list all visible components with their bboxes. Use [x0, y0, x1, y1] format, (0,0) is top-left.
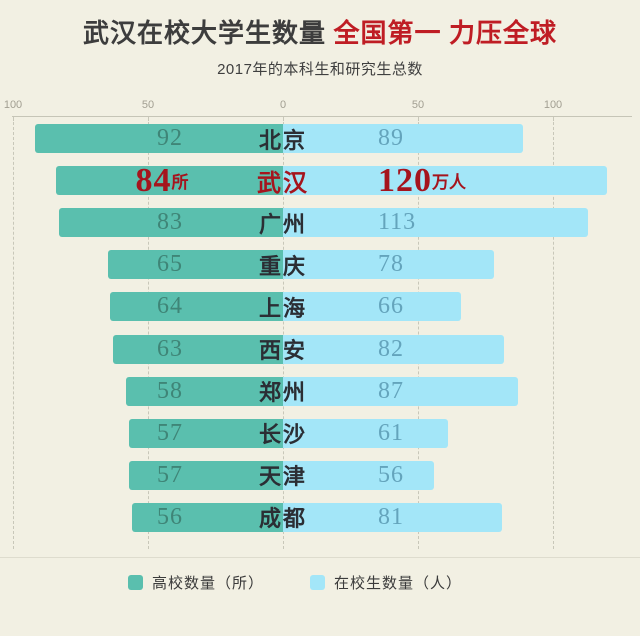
axis-tick-label: 100	[543, 99, 563, 111]
gridline	[553, 117, 554, 549]
city-label: 武汉	[257, 171, 309, 198]
students-bar	[283, 250, 494, 280]
universities-value: 64	[157, 293, 183, 320]
universities-bar	[126, 376, 283, 406]
legend-item: 高校数量（所）	[128, 571, 264, 593]
city-label: 重庆	[258, 253, 308, 279]
bar-row: 92 北京 89	[0, 124, 640, 153]
bar-row: 65 重庆 78	[0, 250, 640, 280]
students-bar	[283, 292, 462, 322]
city-label: 上海	[258, 295, 308, 321]
axis-tick-label: 50	[141, 99, 155, 111]
universities-value: 57	[157, 461, 183, 488]
axis-line	[12, 116, 632, 117]
universities-bar	[129, 460, 283, 490]
universities-bar	[34, 124, 283, 153]
bar-row: 63 西安 82	[0, 334, 640, 364]
legend-item: 在校生数量（人）	[310, 571, 462, 593]
bar-row: 57 长沙 61	[0, 418, 640, 448]
axis-tick-label: 50	[411, 99, 425, 111]
students-value: 81	[378, 503, 404, 530]
bar-row: 84 所 武汉 120 万人	[0, 162, 640, 199]
students-bar	[283, 502, 502, 532]
students-bar	[283, 418, 448, 448]
bar-row: 56 成都 81	[0, 502, 640, 532]
students-value: 56	[378, 461, 404, 488]
chart-subtitle: 2017年的本科生和研究生总数	[217, 61, 423, 78]
students-bar	[283, 376, 518, 406]
students-value: 87	[378, 377, 404, 404]
universities-value: 92	[157, 125, 183, 151]
page-title: 武汉在校大学生数量 全国第一 力压全球	[0, 16, 640, 52]
students-bar	[283, 208, 589, 238]
city-label: 广州	[258, 211, 308, 237]
title-main: 武汉在校大学生数量	[82, 19, 326, 48]
universities-unit: 所	[171, 173, 189, 193]
students-value: 82	[378, 335, 404, 362]
gridline	[283, 117, 284, 549]
students-value: 78	[378, 251, 404, 278]
gridline	[418, 117, 419, 549]
universities-bar	[131, 502, 283, 532]
students-value: 113	[378, 209, 417, 236]
city-label: 西安	[258, 338, 308, 363]
universities-bar	[56, 166, 283, 196]
universities-value: 56	[157, 503, 183, 530]
students-value: 120 万人	[378, 162, 466, 199]
universities-bar	[110, 292, 283, 322]
universities-value: 63	[157, 335, 183, 362]
universities-bar	[58, 208, 283, 238]
title-highlight: 全国第一 力压全球	[333, 19, 558, 48]
students-bar	[283, 124, 524, 153]
students-value: 61	[378, 419, 404, 446]
highlight-universities-number: 84	[135, 161, 172, 199]
bar-row: 64 上海 66	[0, 292, 640, 322]
legend-divider	[0, 557, 640, 558]
students-value: 89	[378, 125, 404, 151]
gridline	[148, 117, 149, 549]
universities-value: 83	[157, 209, 183, 236]
highlight-students-number: 120	[378, 161, 432, 199]
universities-value: 57	[157, 419, 183, 446]
axis-tick-label: 100	[3, 99, 23, 111]
students-bar	[283, 166, 607, 196]
city-label: 天津	[258, 464, 308, 490]
legend-swatch	[310, 574, 325, 590]
legend-swatch	[128, 574, 143, 590]
gridline	[13, 117, 14, 549]
students-bar	[283, 460, 435, 490]
city-label: 成都	[258, 506, 308, 532]
city-label: 郑州	[258, 380, 308, 406]
students-unit: 万人	[432, 173, 466, 193]
universities-value: 65	[157, 251, 183, 278]
bar-row: 58 郑州 87	[0, 376, 640, 406]
city-label: 北京	[258, 127, 308, 153]
universities-bar	[112, 334, 283, 364]
legend-label: 在校生数量（人）	[334, 574, 463, 592]
city-label: 长沙	[258, 422, 308, 448]
universities-value: 84 所	[136, 162, 189, 199]
universities-bar	[107, 250, 283, 280]
universities-bar	[129, 418, 283, 448]
bar-row: 83 广州 113	[0, 208, 640, 238]
universities-value: 58	[157, 377, 183, 404]
bar-row: 57 天津 56	[0, 460, 640, 490]
axis-tick-label: 0	[279, 99, 287, 111]
legend-label: 高校数量（所）	[152, 574, 265, 592]
students-bar	[283, 334, 505, 364]
students-value: 66	[378, 293, 404, 320]
